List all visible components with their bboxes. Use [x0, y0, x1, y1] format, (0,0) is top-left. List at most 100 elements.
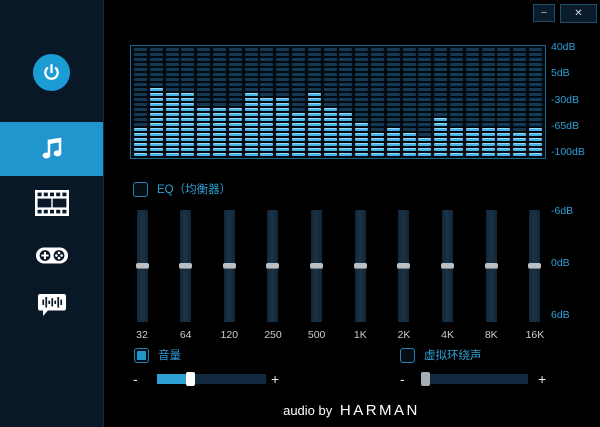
- spectrum-segment: [434, 53, 448, 56]
- spectrum-segment: [212, 78, 226, 81]
- spectrum-segment: [276, 88, 290, 91]
- surround-slider[interactable]: [421, 372, 528, 386]
- spectrum-segment: [481, 68, 495, 71]
- spectrum-segment: [291, 143, 305, 146]
- eq-slider-handle-120[interactable]: [222, 263, 236, 269]
- surround-slider-handle[interactable]: [421, 372, 430, 386]
- eq-slider-handle-8K[interactable]: [484, 263, 498, 269]
- spectrum-segment: [197, 48, 211, 51]
- spectrum-segment: [291, 48, 305, 51]
- power-icon: [33, 53, 70, 91]
- spectrum-segment: [165, 53, 179, 56]
- spectrum-segment: [197, 153, 211, 156]
- spectrum-segment: [228, 148, 242, 151]
- spectrum-segment: [291, 108, 305, 111]
- eq-bands: 32 64 120 250 500 1K 2K 4K 8K 16K: [129, 210, 548, 342]
- spectrum-segment: [418, 68, 432, 71]
- sidebar-item-music[interactable]: [0, 122, 103, 176]
- volume-increase-button[interactable]: +: [271, 371, 280, 387]
- spectrum-column: [418, 48, 432, 156]
- spectrum-segment: [402, 78, 416, 81]
- eq-slider-handle-250[interactable]: [266, 263, 280, 269]
- spectrum-segment: [149, 83, 163, 86]
- spectrum-segment: [134, 148, 147, 151]
- sidebar-item-movie[interactable]: [0, 184, 103, 222]
- spectrum-segment: [323, 48, 337, 51]
- eq-checkbox-row[interactable]: EQ（均衡器）: [133, 181, 231, 197]
- eq-slider-handle-64[interactable]: [179, 263, 193, 269]
- spectrum-segment: [323, 68, 337, 71]
- spectrum-segment: [323, 103, 337, 106]
- spectrum-segment: [228, 53, 242, 56]
- volume-checkbox[interactable]: [134, 347, 149, 363]
- spectrum-segment: [276, 58, 290, 61]
- volume-checkbox-row[interactable]: 音量: [134, 347, 181, 363]
- spectrum-segment: [212, 93, 226, 96]
- spectrum-segment: [434, 73, 448, 76]
- surround-decrease-button[interactable]: -: [400, 371, 405, 387]
- spectrum-column: [386, 48, 400, 156]
- spectrum-segment: [481, 98, 495, 101]
- volume-slider[interactable]: [157, 372, 266, 386]
- spectrum-segment: [165, 68, 179, 71]
- eq-slider-16K[interactable]: [528, 210, 542, 322]
- spectrum-column: [181, 48, 195, 156]
- eq-slider-8K[interactable]: [484, 210, 498, 322]
- spectrum-segment: [244, 93, 258, 96]
- spectrum-segment: [291, 118, 305, 121]
- eq-slider-32[interactable]: [135, 210, 149, 322]
- spectrum-segment: [481, 108, 495, 111]
- eq-slider-handle-16K[interactable]: [528, 263, 542, 269]
- spectrum-segment: [149, 148, 163, 151]
- spectrum-segment: [134, 143, 147, 146]
- spectrum-segment: [181, 83, 195, 86]
- spectrum-segment: [228, 73, 242, 76]
- minimize-button[interactable]: –: [533, 4, 555, 22]
- eq-slider-handle-2K[interactable]: [397, 263, 411, 269]
- spectrum-segment: [291, 93, 305, 96]
- sidebar-item-game[interactable]: [0, 236, 103, 274]
- spectrum-segment: [386, 123, 400, 126]
- spectrum-segment: [307, 103, 321, 106]
- spectrum-segment: [402, 138, 416, 141]
- spectrum-segment: [212, 58, 226, 61]
- spectrum-segment: [339, 138, 353, 141]
- eq-slider-64[interactable]: [179, 210, 193, 322]
- eq-slider-1K[interactable]: [353, 210, 367, 322]
- branding-brand: HARMAN: [339, 402, 420, 419]
- surround-checkbox[interactable]: [400, 347, 415, 363]
- volume-decrease-button[interactable]: -: [133, 371, 138, 387]
- surround-checkbox-row[interactable]: 虚拟环绕声: [400, 347, 482, 363]
- spectrum-segment: [291, 68, 305, 71]
- spectrum-segment: [355, 133, 369, 136]
- spectrum-segment: [228, 93, 242, 96]
- eq-slider-handle-32[interactable]: [135, 263, 149, 269]
- eq-slider-handle-1K[interactable]: [353, 263, 367, 269]
- spectrum-segment: [370, 98, 384, 101]
- eq-slider-250[interactable]: [266, 210, 280, 322]
- volume-slider-handle[interactable]: [186, 372, 196, 386]
- spectrum-segment: [449, 143, 463, 146]
- spectrum-segment: [181, 53, 195, 56]
- eq-slider-handle-4K[interactable]: [441, 263, 455, 269]
- spectrum-segment: [465, 93, 479, 96]
- eq-slider-handle-500[interactable]: [310, 263, 324, 269]
- spectrum-segment: [323, 63, 337, 66]
- spectrum-segment: [402, 118, 416, 121]
- eq-slider-120[interactable]: [222, 210, 236, 322]
- spectrum-segment: [165, 93, 179, 96]
- spectrum-segment: [244, 138, 258, 141]
- eq-slider-500[interactable]: [310, 210, 324, 322]
- spectrum-segment: [212, 48, 226, 51]
- sidebar-item-voice[interactable]: [0, 286, 103, 324]
- spectrum-segment: [497, 88, 511, 91]
- eq-slider-2K[interactable]: [397, 210, 411, 322]
- eq-checkbox[interactable]: [133, 181, 148, 197]
- close-button[interactable]: ✕: [560, 4, 597, 23]
- spectrum-segment: [228, 83, 242, 86]
- spectrum-segment: [134, 88, 147, 91]
- sidebar-item-power[interactable]: [0, 52, 103, 92]
- spectrum-segment: [339, 143, 353, 146]
- eq-slider-4K[interactable]: [441, 210, 455, 322]
- surround-increase-button[interactable]: +: [538, 371, 547, 387]
